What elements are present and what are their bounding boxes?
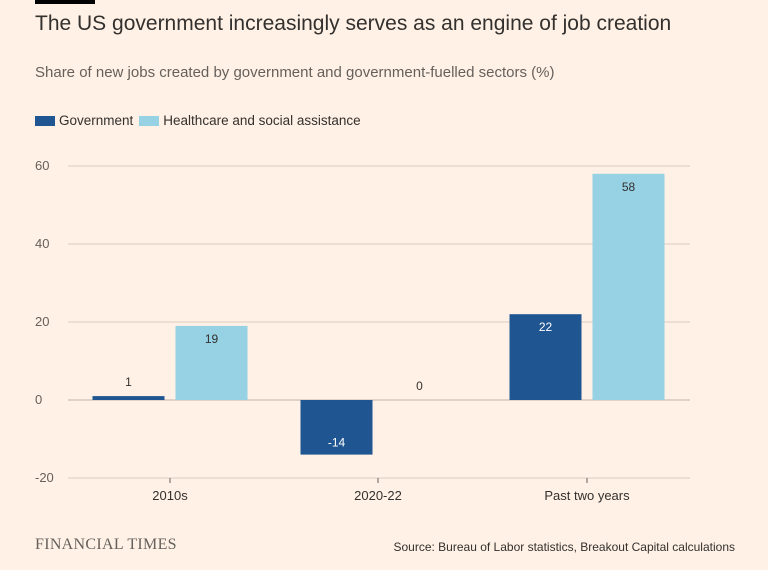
y-tick-label: 0	[35, 392, 42, 407]
data-label-healthcare: 19	[205, 332, 219, 346]
data-label-government: 1	[125, 375, 132, 389]
legend-label-government: Government	[59, 113, 134, 128]
data-label-government: 22	[539, 320, 553, 334]
y-tick-label: 60	[35, 158, 49, 173]
y-tick-label: 40	[35, 236, 49, 251]
ft-logo: FINANCIAL TIMES	[35, 536, 177, 553]
brand-topbar	[35, 0, 95, 4]
data-label-healthcare: 0	[416, 379, 423, 393]
x-tick-label: 2010s	[152, 488, 188, 503]
bar-government	[92, 396, 165, 400]
chart-subtitle: Share of new jobs created by government …	[35, 64, 555, 81]
bar-healthcare	[175, 325, 248, 400]
bar-government	[300, 400, 373, 455]
legend-item-healthcare: Healthcare and social assistance	[139, 113, 361, 128]
legend: Government Healthcare and social assista…	[35, 113, 367, 128]
source-note: Source: Bureau of Labor statistics, Brea…	[393, 540, 735, 554]
data-label-government: -14	[328, 436, 346, 450]
bar-government	[509, 314, 582, 400]
y-tick-label: -20	[35, 470, 54, 485]
x-tick-label: Past two years	[544, 488, 630, 503]
data-label-healthcare: 58	[622, 180, 636, 194]
chart-title: The US government increasingly serves as…	[35, 12, 672, 35]
legend-swatch-government	[35, 115, 55, 126]
bar-healthcare	[592, 173, 665, 400]
y-tick-label: 20	[35, 314, 49, 329]
legend-swatch-healthcare	[139, 115, 160, 126]
legend-item-government: Government	[35, 113, 133, 128]
x-tick-label: 2020-22	[354, 488, 402, 503]
legend-label-healthcare: Healthcare and social assistance	[163, 113, 361, 128]
